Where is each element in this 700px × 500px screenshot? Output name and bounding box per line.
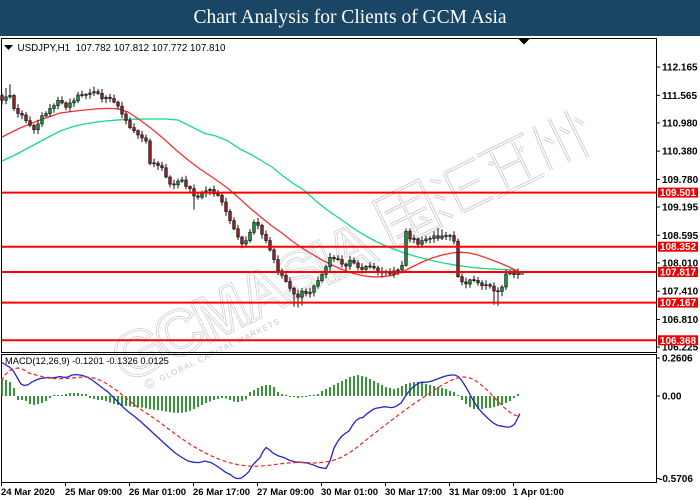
svg-text:30 Mar 17:00: 30 Mar 17:00 — [385, 487, 442, 498]
svg-text:107.410: 107.410 — [662, 287, 699, 298]
svg-text:109.195: 109.195 — [662, 203, 699, 214]
svg-text:27 Mar 09:00: 27 Mar 09:00 — [257, 487, 314, 498]
svg-text:31 Mar 09:00: 31 Mar 09:00 — [449, 487, 506, 498]
svg-text:30 Mar 01:00: 30 Mar 01:00 — [321, 487, 378, 498]
svg-text:MACD(12,26,9) -0.1201 -0.1326: MACD(12,26,9) -0.1201 -0.1326 0.0125 — [5, 356, 169, 366]
svg-text:107.167: 107.167 — [660, 298, 697, 309]
svg-text:26 Mar 17:00: 26 Mar 17:00 — [193, 487, 250, 498]
svg-text:26 Mar 01:00: 26 Mar 01:00 — [129, 487, 186, 498]
svg-text:110.980: 110.980 — [662, 118, 698, 129]
svg-text:109.780: 109.780 — [662, 175, 699, 186]
svg-text:112.165: 112.165 — [662, 63, 698, 74]
svg-text:111.565: 111.565 — [662, 91, 697, 102]
svg-text:25 Mar 09:00: 25 Mar 09:00 — [65, 487, 122, 498]
svg-text:106.225: 106.225 — [662, 343, 699, 354]
svg-text:-0.5706: -0.5706 — [659, 474, 693, 485]
svg-text:107.817: 107.817 — [660, 268, 697, 279]
svg-text:1 Apr 01:00: 1 Apr 01:00 — [513, 487, 564, 498]
svg-text:106.368: 106.368 — [660, 336, 697, 347]
svg-text:108.595: 108.595 — [662, 231, 699, 242]
svg-text:USDJPY,H1 107.782 107.812 107: USDJPY,H1 107.782 107.812 107.772 107.81… — [18, 43, 226, 54]
svg-text:109.501: 109.501 — [660, 188, 697, 199]
svg-text:110.380: 110.380 — [662, 147, 698, 158]
svg-text:0.00: 0.00 — [662, 392, 682, 403]
svg-text:0.2606: 0.2606 — [662, 354, 693, 365]
svg-text:108.010: 108.010 — [662, 258, 699, 269]
svg-text:24 Mar 2020: 24 Mar 2020 — [1, 487, 55, 498]
svg-text:108.352: 108.352 — [660, 242, 697, 253]
svg-text:106.810: 106.810 — [662, 315, 699, 326]
